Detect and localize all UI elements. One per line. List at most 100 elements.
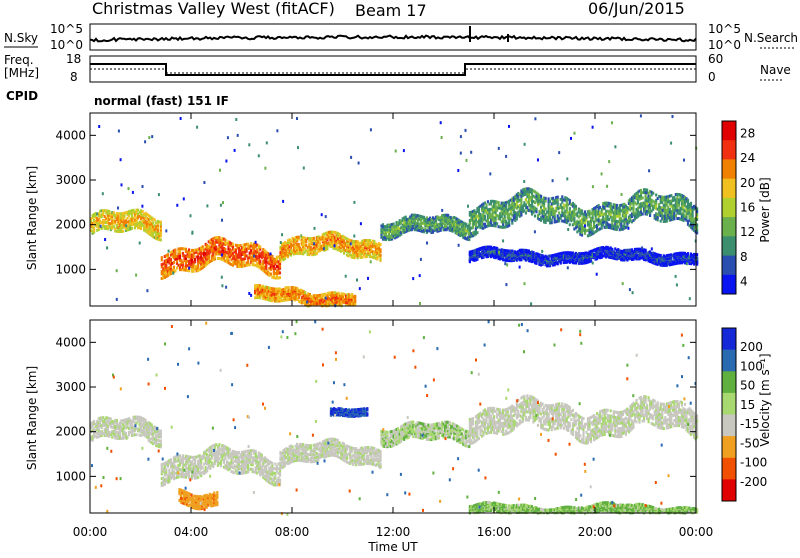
heatmap-cell [142,185,144,188]
heatmap-cell [661,212,663,215]
heatmap-cell [151,135,153,138]
heatmap-cell [584,232,586,235]
heatmap-cell [645,249,647,252]
heatmap-cell [545,197,547,200]
heatmap-cell [116,298,118,301]
heatmap-cell [270,252,272,255]
heatmap-cell [530,302,532,305]
heatmap-cell [470,151,472,154]
heatmap-cell [323,247,325,250]
heatmap-cell [608,160,610,163]
heatmap-cell [581,234,583,237]
heatmap-cell [128,187,130,190]
heatmap-cell [508,125,510,128]
nsky-line [90,36,696,42]
heatmap-cell [632,291,634,294]
heatmap-cell [508,224,510,227]
heatmap-cell [537,158,539,161]
heatmap-cell [661,201,663,204]
power-colorbar-label: Power [dB] [758,177,772,242]
heatmap-cell [508,221,510,224]
heatmap-cell [554,201,556,204]
heatmap-cell [298,236,300,239]
heatmap-cell [319,242,321,245]
heatmap-cell [120,158,122,161]
heatmap-cell [642,196,644,199]
heatmap-cell [482,227,484,230]
heatmap-cell [370,260,372,263]
colorbar-tick-label: 4 [740,275,748,289]
heatmap-cell [214,255,216,258]
nsky-right-tick-top: 10^5 [708,22,741,36]
heatmap-cell [255,241,257,244]
heatmap-cell [676,206,678,209]
heatmap-cell [321,213,323,216]
heatmap-cell [657,218,659,221]
heatmap-cell [520,200,522,203]
heatmap-cell [161,256,163,259]
heatmap-cell [534,230,536,233]
heatmap-cell [672,115,674,118]
heatmap-cell [554,213,556,216]
freq-frame [90,56,696,82]
heatmap-cell [551,219,553,222]
heatmap-cell [185,248,187,251]
heatmap-cell [501,215,503,218]
heatmap-cell [585,216,587,219]
heatmap-cell [306,301,308,304]
heatmap-cell [557,201,559,204]
heatmap-cell [548,203,550,206]
heatmap-cell [202,245,204,248]
heatmap-cell [281,233,283,236]
heatmap-cell [575,208,577,211]
heatmap-cell [382,225,384,228]
heatmap-cell [558,151,560,154]
colorbar-tick-label: 16 [740,201,755,215]
heatmap-cell [584,221,586,224]
heatmap-cell [117,207,119,210]
heatmap-cell [191,232,193,235]
heatmap-cell [139,242,141,245]
heatmap-cell [176,267,178,270]
heatmap-cell [628,249,630,252]
heatmap-cell [170,258,172,261]
heatmap-cell [490,221,492,224]
heatmap-cell [220,204,222,207]
heatmap-cell [592,262,594,265]
heatmap-cell [190,214,192,217]
nsky-trace [90,26,696,42]
heatmap-cell [617,226,619,229]
heatmap-cell [152,221,154,224]
heatmap-cell [304,291,306,294]
heatmap-cell [641,246,643,249]
heatmap-cell [534,215,536,218]
heatmap-cell [100,225,102,228]
heatmap-cell [379,248,381,251]
heatmap-cell [234,149,236,152]
heatmap-cell [676,283,678,286]
heatmap-cell [596,273,598,276]
colorbar-tick-label: 24 [740,151,755,165]
heatmap-cell [334,244,336,247]
heatmap-cell [146,289,148,292]
heatmap-cell [629,288,631,291]
freq-trace [90,64,696,75]
heatmap-cell [467,205,469,208]
heatmap-cell [560,203,562,206]
heatmap-cell [606,222,608,225]
heatmap-cell [598,219,600,222]
heatmap-cell [655,194,657,197]
heatmap-cell [601,227,603,230]
heatmap-cell [460,223,462,226]
heatmap-cell [350,156,352,159]
heatmap-cell [504,262,506,265]
heatmap-cell [148,136,150,139]
heatmap-cell [566,177,568,180]
heatmap-cell [441,209,443,212]
heatmap-cell [683,159,685,162]
heatmap-cell [132,191,134,194]
heatmap-cell [543,204,545,207]
heatmap-cell [297,146,299,149]
